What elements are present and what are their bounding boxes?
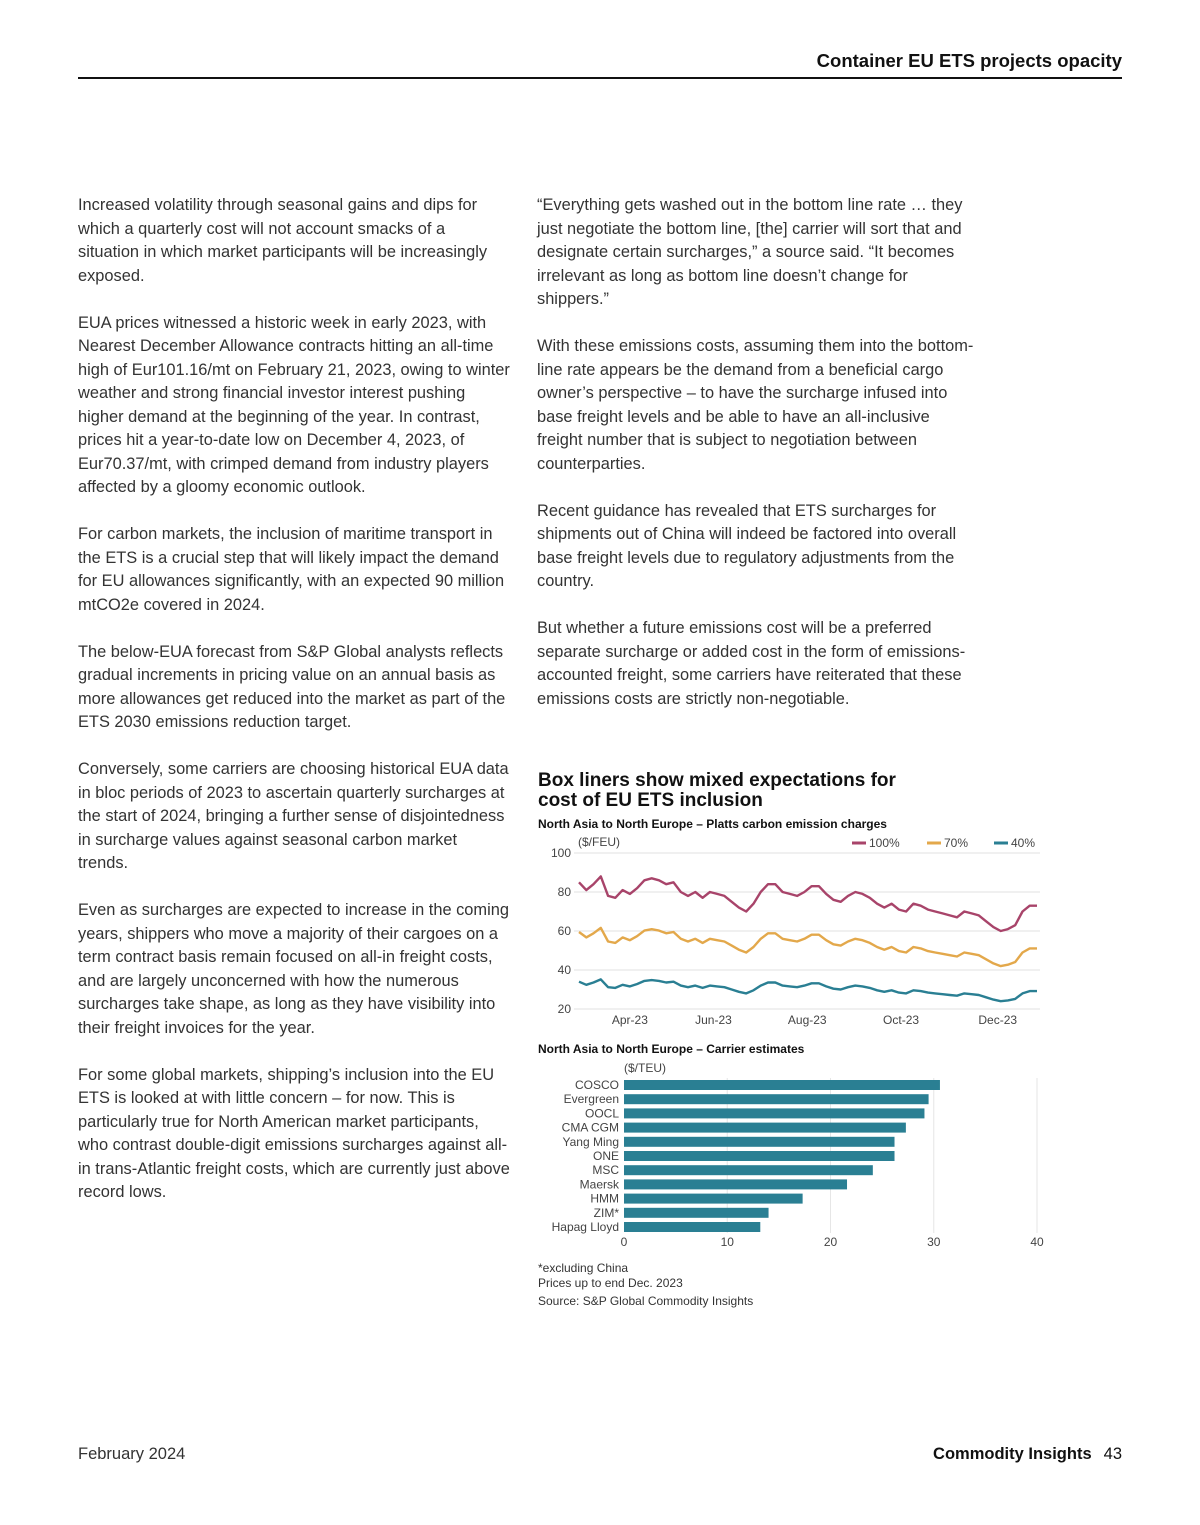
source-note: Source: S&P Global Commodity Insights [538,1294,754,1308]
category-label: ZIM* [594,1206,620,1220]
x-tick-label: 40 [1030,1235,1044,1249]
y-tick-label: 60 [558,924,572,938]
x-tick-label: 20 [824,1235,838,1249]
x-tick-label: 30 [927,1235,941,1249]
legend-label: 100% [869,836,900,850]
category-label: Hapag Lloyd [552,1220,619,1234]
x-tick-label: 10 [721,1235,735,1249]
figure-title: Box liners show mixed expectations for c… [538,770,896,811]
left-column: Increased volatility through seasonal ga… [78,194,510,1228]
category-label: Evergreen [564,1092,619,1106]
bar-cosco [624,1080,940,1090]
legend-label: 40% [1011,836,1035,850]
series-line-40pct [578,978,1037,1003]
x-tick-label: Aug-23 [788,1013,827,1027]
paragraph: Conversely, some carriers are choosing h… [78,760,509,872]
paragraph: EUA prices witnessed a historic week in … [78,313,510,497]
paragraph: Increased volatility through seasonal ga… [78,196,488,285]
line-chart: 20 40 60 80 100 ($/FEU) Apr-23 Jun-23 Aug-23 Oct-… [551,835,1040,1027]
right-column: “Everything gets washed out in the botto… [537,194,977,735]
category-label: CMA CGM [562,1121,619,1135]
footer-date: February 2024 [78,1445,186,1463]
bar-chart-title: North Asia to North Europe – Carrier est… [538,1042,805,1056]
series-line-100pct [578,875,1037,933]
paragraph: But whether a future emissions cost will… [537,619,966,708]
bar-evergreen [624,1094,929,1105]
category-label: MSC [592,1163,619,1177]
x-axis-unit: ($/TEU) [624,1061,666,1075]
x-tick-label: Oct-23 [883,1013,919,1027]
bar-cma-cgm [624,1122,906,1133]
category-label: COSCO [575,1078,619,1092]
bar-one [624,1151,895,1161]
footnote-excluding-china: *excluding China [538,1261,629,1275]
y-axis-unit: ($/FEU) [578,835,620,849]
line-chart-title: North Asia to North Europe – Platts carb… [538,817,887,831]
category-label: HMM [590,1192,619,1206]
category-label: Maersk [580,1177,620,1191]
y-tick-label: 40 [558,963,572,977]
bar-zim- [624,1207,769,1218]
paragraph: Even as surcharges are expected to incre… [78,901,509,1037]
paragraph: The below-EUA forecast from S&P Global a… [78,642,506,732]
y-tick-label: 100 [551,846,571,860]
paragraph: For carbon markets, the inclusion of mar… [78,525,505,614]
x-tick-label: Jun-23 [695,1013,732,1027]
category-label: OOCL [585,1106,619,1120]
bar-oocl [624,1108,925,1119]
bar-hapag-lloyd [624,1222,761,1232]
brand-name: Commodity Insights [933,1445,1092,1463]
bar-maersk [624,1179,848,1190]
x-tick-label: Apr-23 [612,1013,648,1027]
series-line-70pct [578,926,1037,968]
page-header: Container EU ETS projects opacity [78,50,1122,79]
paragraph: With these emissions costs, assuming the… [537,337,974,473]
paragraph: “Everything gets washed out in the botto… [537,196,963,308]
legend-label: 70% [944,836,968,850]
bar-msc [624,1165,873,1176]
category-label: ONE [593,1149,619,1163]
y-tick-label: 80 [558,885,572,899]
y-tick-label: 20 [558,1002,572,1016]
x-tick-label: 0 [621,1235,628,1249]
bar-yang-ming [624,1136,895,1147]
page-number: 43 [1103,1445,1122,1463]
paragraph: Recent guidance has revealed that ETS su… [537,501,957,591]
bar-hmm [624,1193,803,1204]
paragraph: For some global markets, shipping’s incl… [78,1065,510,1202]
category-label: Yang Ming [563,1135,619,1149]
x-tick-label: Dec-23 [978,1013,1017,1027]
footnote-prices: Prices up to end Dec. 2023 [538,1276,683,1290]
footer-brand: Commodity Insights 43 [933,1445,1122,1464]
